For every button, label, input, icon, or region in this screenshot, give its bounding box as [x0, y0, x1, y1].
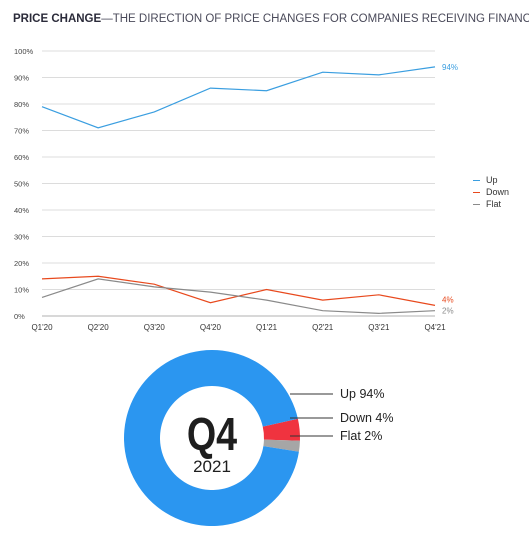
end-label-down: 4% [442, 295, 454, 304]
y-tick-label: 30% [14, 233, 29, 242]
x-tick-label: Q2'20 [88, 323, 110, 332]
legend-item-flat: Flat [473, 199, 501, 209]
y-tick-label: 60% [14, 153, 29, 162]
donut-label-flat: Flat 2% [340, 429, 382, 443]
x-tick-label: Q2'21 [312, 323, 334, 332]
donut-slice-down [262, 418, 300, 441]
end-label-flat: 2% [442, 307, 454, 316]
y-tick-label: 20% [14, 259, 29, 268]
x-tick-label: Q1'20 [31, 323, 53, 332]
end-label-up: 94% [442, 63, 458, 72]
x-tick-label: Q1'21 [256, 323, 278, 332]
y-tick-label: 0% [14, 312, 25, 321]
y-tick-label: 10% [14, 286, 29, 295]
legend-label-flat: Flat [486, 199, 502, 209]
donut-center-sublabel: 2021 [193, 457, 231, 476]
y-tick-label: 90% [14, 74, 29, 83]
donut-label-up: Up 94% [340, 387, 384, 401]
donut-slice-up [124, 350, 299, 527]
x-tick-label: Q3'21 [368, 323, 390, 332]
y-tick-label: 50% [14, 180, 29, 189]
legend-swatch-flat [473, 203, 480, 205]
x-tick-label: Q4'20 [200, 323, 222, 332]
legend-label-up: Up [486, 175, 498, 185]
legend-label-down: Down [486, 187, 510, 197]
y-tick-label: 100% [14, 47, 34, 56]
series-line-up [41, 66, 436, 129]
x-tick-label: Q4'21 [424, 323, 446, 332]
chart-title-main: PRICE CHANGE [13, 13, 102, 25]
series-line-down [41, 275, 436, 306]
legend-item-down: Down [473, 187, 509, 197]
y-tick-label: 40% [14, 206, 29, 215]
donut-slice-flat [263, 439, 300, 452]
donut-label-down: Down 4% [340, 411, 394, 425]
line-chart: 0% 10% 20% 30% 40% 50% 60% 70% 80% 90% 100% Q1'20 Q2… [14, 47, 458, 332]
donut-center-label: Q4 [187, 408, 238, 459]
chart-title-sub: —THE DIRECTION OF PRICE CHANGES FOR COMP… [101, 13, 529, 25]
legend-swatch-up [473, 179, 480, 181]
y-tick-label: 80% [14, 100, 29, 109]
chart-title: PRICE CHANGE—THE DIRECTION OF PRICE CHAN… [13, 13, 529, 25]
legend-item-up: Up [473, 175, 498, 185]
y-tick-label: 70% [14, 127, 29, 136]
legend-swatch-down [473, 191, 480, 193]
series-line-flat [41, 278, 436, 314]
x-tick-label: Q3'20 [144, 323, 166, 332]
